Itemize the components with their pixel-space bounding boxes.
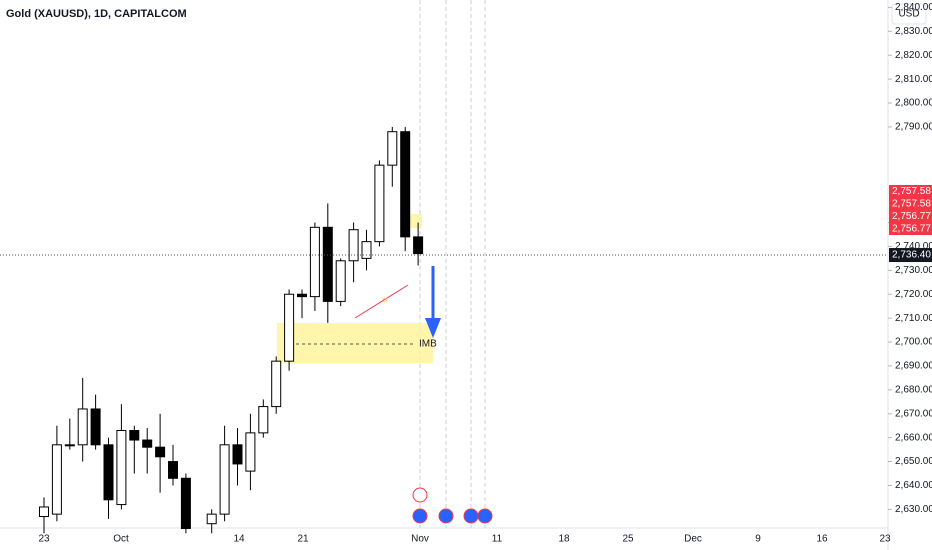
x-tick-label: 14 (233, 534, 245, 545)
x-tick-label: Dec (684, 534, 702, 545)
candle-body (77, 408, 88, 446)
y-tick-label: 2,730.00 (895, 265, 932, 276)
price-label: 2,756.77 (892, 211, 931, 222)
candle-body (400, 131, 411, 238)
candle-body (271, 360, 282, 408)
y-tick-label: 2,790.00 (895, 122, 932, 133)
y-tick-label: 2,650.00 (895, 456, 932, 467)
y-tick-label: 2,740.00 (895, 241, 932, 252)
candle-body (103, 444, 114, 501)
candle-body (180, 477, 191, 529)
candle-body (361, 241, 372, 259)
candle-body (116, 429, 127, 506)
imbalance-zone (277, 323, 433, 363)
currency-button[interactable] (891, 3, 927, 25)
y-tick-label: 2,660.00 (895, 432, 932, 443)
candle-body (348, 229, 359, 262)
price-label: 2,756.77 (892, 224, 931, 235)
event-icon[interactable] (477, 508, 493, 524)
price-label: 2,757.58 (892, 199, 931, 210)
currency[interactable]: USD (898, 9, 919, 20)
candle-body (335, 260, 346, 302)
price-label: 2,757.58 (892, 186, 931, 197)
events (412, 487, 493, 524)
trend-line (354, 284, 409, 319)
y-tick-label: 2,700.00 (895, 337, 932, 348)
y-tick-label: 2,800.00 (895, 98, 932, 109)
current-price-label: 2,736.40 (892, 250, 931, 261)
x-tick-label: 18 (558, 534, 570, 545)
candle-body (155, 446, 166, 458)
candle-body (129, 429, 140, 441)
y-tick-label: 2,670.00 (895, 408, 932, 419)
candle-body (142, 439, 153, 448)
x-tick-label: 25 (622, 534, 634, 545)
candle-body (168, 461, 178, 479)
imbalance-label: IMB (419, 339, 437, 350)
y-tick-label: 2,640.00 (895, 480, 932, 491)
arrow-head (425, 318, 441, 338)
y-tick-label: 2,680.00 (895, 384, 932, 395)
current-price-box (889, 248, 932, 263)
y-tick-label: 2,820.00 (895, 50, 932, 61)
candle-body (219, 444, 230, 515)
candle-body (51, 444, 62, 515)
candle-body (232, 444, 243, 465)
x-tick-label: 9 (755, 534, 761, 545)
candle-body (39, 506, 49, 518)
candle-body (413, 236, 424, 255)
y-tick-label: 2,720.00 (895, 289, 932, 300)
y-tick-label: 2,690.00 (895, 361, 932, 372)
candle-body (258, 406, 269, 434)
candle-body (284, 293, 295, 362)
y-tick-label: 2,630.00 (895, 504, 932, 515)
y-tick-label: 2,810.00 (895, 74, 932, 85)
future-lines (419, 0, 486, 528)
marker: ☼ (380, 295, 389, 306)
candle-body (322, 226, 333, 302)
y-tick-label: 2,710.00 (895, 313, 932, 324)
event-icon[interactable] (412, 508, 428, 524)
candle-body (206, 513, 217, 525)
candle-body (387, 131, 398, 166)
candle-body (374, 164, 385, 243)
x-tick-label: 21 (297, 534, 309, 545)
y-tick-label: 2,840.00 (895, 2, 932, 13)
price-label-box (889, 185, 932, 235)
event-icon[interactable] (463, 508, 479, 524)
x-tick-label: Oct (113, 534, 129, 545)
candle-body (64, 444, 75, 447)
event-icon[interactable] (412, 487, 428, 503)
y-tick-label: 2,830.00 (895, 26, 932, 37)
x-tick-label: Nov (411, 534, 429, 545)
x-tick-label: 23 (879, 534, 891, 545)
candle-body (297, 293, 307, 298)
x-tick-label: 23 (38, 534, 50, 545)
x-tick-label: 11 (492, 534, 503, 545)
candle-body (245, 432, 256, 472)
event-icon[interactable] (438, 508, 454, 524)
candle-body (90, 408, 101, 446)
chart-title: Gold (XAUUSD), 1D, CAPITALCOM (6, 8, 187, 20)
x-tick-label: 16 (816, 534, 828, 545)
candle-body (309, 226, 320, 298)
highlight (410, 214, 422, 228)
